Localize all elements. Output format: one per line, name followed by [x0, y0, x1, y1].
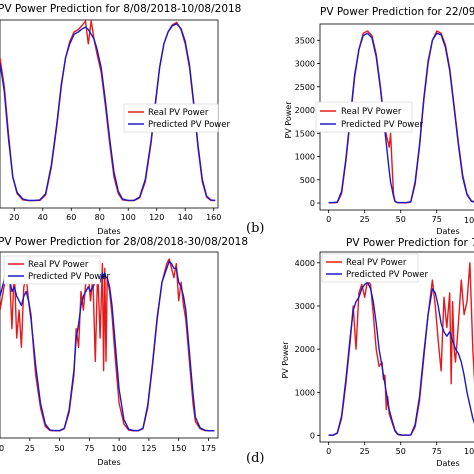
legend-b: Real PV Power Predicted PV Power [315, 101, 423, 133]
real-pv-power-line [0, 258, 215, 432]
x-axis-label-c: Dates [97, 458, 120, 467]
legend-label-real-a: Real PV Power [148, 108, 209, 118]
chart-panel-d: PV Power Prediction for 7/10( PV Power 0… [281, 237, 474, 468]
x-tick-label: 75 [84, 444, 94, 453]
chart-title-c: PV Power Prediction for 28/08/2018-30/08… [0, 236, 248, 248]
chart-panel-b: PV Power Prediction for 22/09 PV Power 0… [284, 6, 474, 236]
x-axis-label-d: Dates [436, 459, 459, 468]
plot-frame-d [319, 251, 474, 443]
x-tick-label: 50 [54, 444, 64, 453]
legend-box-d [321, 253, 419, 283]
x-tick-label: 100 [111, 444, 126, 453]
axes-d: 0 25 50 75 0 1000 2000 3000 4000 [295, 259, 442, 456]
x-tick-label: 60 [66, 213, 76, 222]
x-tick-label: 0 [326, 447, 331, 456]
y-tick-label: 4000 [295, 259, 315, 268]
x-tick-label: 50 [396, 215, 406, 224]
x-tick-label: 25 [360, 447, 370, 456]
x-tick-label: 150 [171, 444, 186, 453]
series-layer-c [0, 258, 215, 432]
axes-b: 0 25 50 75 0 500 1000 1500 2000 2500 3000 3500 [295, 36, 442, 224]
y-tick-label: 0 [310, 432, 315, 441]
x-tick-label: 20 [9, 213, 19, 222]
plot-frame-c [0, 251, 219, 439]
y-axis-label-b: PV Power [284, 101, 293, 139]
partial-x-tick-d: 10 [464, 447, 474, 456]
panel-label-d: (d) [246, 451, 264, 466]
legend-box-b [315, 101, 413, 133]
leading-x-tick-c: 0 [0, 444, 4, 453]
y-tick-label: 1000 [295, 153, 315, 162]
x-tick-label: 50 [396, 447, 406, 456]
x-tick-label: 75 [432, 447, 442, 456]
x-tick-label: 140 [178, 213, 193, 222]
chart-panel-a: PV Power Prediction for 8/08/2018-10/08/… [0, 3, 241, 236]
y-tick-label: 0 [310, 199, 315, 208]
x-axis-a: 20 40 60 80 100 120 140 160 [9, 208, 221, 222]
legend-box-c [3, 255, 101, 285]
x-tick-label: 120 [149, 213, 164, 222]
chart-panel-c: PV Power Prediction for 28/08/2018-30/08… [0, 236, 248, 467]
legend-a: Real PV Power Predicted PV Power [123, 103, 230, 133]
predicted-pv-power-line [328, 32, 474, 204]
x-tick-label: 40 [38, 213, 48, 222]
legend-label-pred-b: Predicted PV Power [341, 120, 423, 130]
y-tick-label: 1000 [295, 388, 315, 397]
x-tick-label: 160 [206, 213, 221, 222]
chart-title-b: PV Power Prediction for 22/09 [320, 6, 474, 18]
chart-title-d: PV Power Prediction for 7/10( [346, 237, 474, 249]
y-tick-label: 2000 [295, 345, 315, 354]
predicted-pv-power-line [0, 260, 215, 432]
y-tick-label: 3000 [295, 60, 315, 69]
legend-label-real-c: Real PV Power [28, 260, 89, 270]
x-axis-label-b: Dates [436, 227, 459, 236]
legend-label-real-d: Real PV Power [346, 258, 407, 268]
x-tick-label: 25 [360, 215, 370, 224]
legend-label-pred-d: Predicted PV Power [346, 270, 428, 280]
partial-x-tick-b: 10 [464, 216, 474, 225]
chart-title-a: PV Power Prediction for 8/08/2018-10/08/… [0, 3, 241, 15]
x-tick-label: 125 [141, 444, 156, 453]
y-tick-label: 1500 [295, 129, 315, 138]
predicted-pv-power-line [0, 23, 216, 202]
y-tick-label: 2500 [295, 83, 315, 92]
series-layer-d [328, 262, 474, 436]
real-pv-power-line [328, 262, 474, 436]
y-tick-label: 3500 [295, 36, 315, 45]
legend-box-a [123, 103, 219, 133]
x-tick-label: 25 [25, 444, 35, 453]
series-layer-b [328, 30, 474, 204]
legend-d: Real PV Power Predicted PV Power [321, 253, 428, 283]
x-tick-label: 100 [121, 213, 136, 222]
y-axis-label-d: PV Power [281, 341, 290, 379]
predicted-pv-power-line [328, 281, 474, 436]
x-tick-label: 175 [201, 444, 216, 453]
y-tick-label: 500 [300, 176, 315, 185]
x-tick-label: 80 [95, 213, 105, 222]
panel-label-b: (b) [246, 221, 264, 236]
legend-c: Real PV Power Predicted PV Power [3, 255, 110, 285]
legend-label-pred-a: Predicted PV Power [148, 120, 230, 130]
x-tick-label: 0 [326, 215, 331, 224]
x-axis-c: 25 50 75 100 125 150 175 [25, 438, 216, 453]
legend-label-pred-c: Predicted PV Power [28, 272, 110, 282]
x-tick-label: 75 [432, 215, 442, 224]
legend-label-real-b: Real PV Power [341, 107, 402, 117]
series-layer-a [0, 20, 216, 202]
y-tick-label: 3000 [295, 302, 315, 311]
x-axis-label-a: Dates [97, 227, 120, 236]
y-tick-label: 2000 [295, 106, 315, 115]
